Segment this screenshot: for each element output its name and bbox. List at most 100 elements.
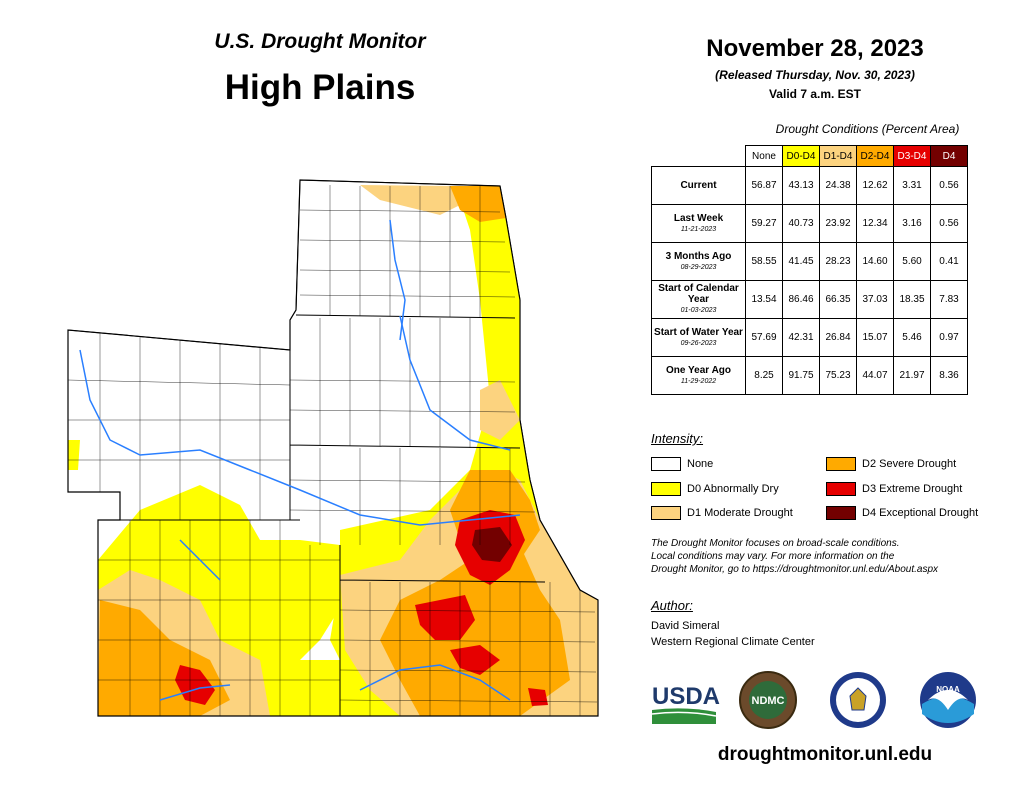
release-date: (Released Thursday, Nov. 30, 2023) <box>715 68 915 82</box>
table-cell: 0.56 <box>930 166 968 205</box>
row-label: Current <box>651 166 746 205</box>
legend-label: D0 Abnormally Dry <box>687 483 779 495</box>
note-line-2: Local conditions may vary. For more info… <box>651 551 895 562</box>
legend-label: D4 Exceptional Drought <box>862 507 979 519</box>
note-line-3: Drought Monitor, go to https://droughtmo… <box>651 564 939 575</box>
row-date: 01-03-2023 <box>680 307 717 314</box>
table-cell: 0.97 <box>930 318 968 357</box>
column-header-d2-d4: D2-D4 <box>856 145 894 167</box>
valid-time: Valid 7 a.m. EST <box>768 87 862 101</box>
table-cell: 8.25 <box>745 356 783 395</box>
table-row: Start of Calendar Year 01-03-2023 13.54 86.… <box>651 280 968 319</box>
table-row: One Year Ago 11-29-2022 8.25 91.75 75.23 44.0… <box>651 356 968 395</box>
row-label-text: Last Week <box>673 212 724 224</box>
table-caption: Drought Conditions (Percent Area) <box>775 122 960 136</box>
table-cell: 66.35 <box>819 280 857 319</box>
legend-item: D4 Exceptional Drought <box>826 505 978 521</box>
table-cell: 37.03 <box>856 280 894 319</box>
row-date: 11-21-2023 <box>680 225 717 233</box>
table-header-row: None D0-D4 D1-D4 D2-D4 D3-D4 D4 <box>652 145 968 167</box>
legend-item: D2 Severe Drought <box>826 456 956 472</box>
legend-swatch <box>826 482 856 497</box>
table-cell: 42.31 <box>782 318 820 357</box>
table-cell: 58.55 <box>745 242 783 281</box>
legend-item: D0 Abnormally Dry <box>651 481 779 497</box>
map-date: November 28, 2023 <box>706 35 924 62</box>
row-label-text: Start of Water Year <box>654 326 743 338</box>
table-cell: 40.73 <box>782 204 820 243</box>
table-cell: 13.54 <box>745 280 783 319</box>
table-cell: 15.07 <box>856 318 894 357</box>
table-cell: 21.97 <box>893 356 931 395</box>
table-row: Current 56.87 43.13 24.38 12.62 3.31 0.56 <box>651 166 968 205</box>
legend-swatch <box>651 457 681 472</box>
table-cell: 8.36 <box>930 356 968 395</box>
table-cell: 14.60 <box>856 242 894 281</box>
legend-swatch <box>651 482 681 497</box>
legend-label: D2 Severe Drought <box>862 458 957 470</box>
table-cell: 28.23 <box>819 242 857 281</box>
row-label: 3 Months Ago 08-29-2023 <box>651 242 746 281</box>
table-cell: 0.56 <box>930 204 968 243</box>
row-label-text: Start of Calendar Year <box>658 283 739 305</box>
note-line-1: The Drought Monitor focuses on broad-sca… <box>651 538 900 549</box>
row-date: 08-29-2023 <box>680 263 717 271</box>
usda-logo-text: USDA <box>652 683 720 710</box>
column-header-d0-d4: D0-D4 <box>782 145 820 167</box>
table-cell: 24.38 <box>819 166 857 205</box>
usda-logo-icon: USDA <box>651 683 720 724</box>
row-label-text: One Year Ago <box>665 364 732 376</box>
table-cell: 3.31 <box>893 166 931 205</box>
legend-label: D1 Moderate Drought <box>687 507 793 519</box>
legend-swatch <box>826 457 856 472</box>
author-block: David Simeral Western Regional Climate C… <box>651 618 815 650</box>
table-corner <box>652 146 746 167</box>
table-cell: 59.27 <box>745 204 783 243</box>
column-header-d3-d4: D3-D4 <box>893 145 931 167</box>
ndmc-logo-icon: NDMC <box>739 671 797 729</box>
table-cell: 56.87 <box>745 166 783 205</box>
legend-label: None <box>687 458 714 470</box>
table-row: Start of Water Year 09-26-2023 57.69 42.31 2… <box>651 318 968 357</box>
row-label: Start of Water Year 09-26-2023 <box>651 318 746 357</box>
table-row: Last Week 11-21-2023 59.27 40.73 23.92 12.34 3… <box>651 204 968 243</box>
legend-swatch <box>826 506 856 521</box>
commerce-seal-icon <box>830 672 886 728</box>
table-cell: 18.35 <box>893 280 931 319</box>
table-cell: 57.69 <box>745 318 783 357</box>
drought-conditions-table: None D0-D4 D1-D4 D2-D4 D3-D4 D4 Current 56.87 4… <box>651 145 968 395</box>
table-row: 3 Months Ago 08-29-2023 58.55 41.45 28.23 14.… <box>651 242 968 281</box>
table-cell: 44.07 <box>856 356 894 395</box>
ndmc-logo-text: NDMC <box>752 695 785 707</box>
region-title: High Plains <box>224 68 416 107</box>
legend-swatch <box>651 506 681 521</box>
table-cell: 23.92 <box>819 204 857 243</box>
legend-item: D3 Extreme Drought <box>826 481 962 497</box>
row-label-text: Current <box>680 180 717 191</box>
author-title: Author: <box>651 598 693 613</box>
footer-url[interactable]: droughtmonitor.unl.edu <box>717 744 933 765</box>
table-cell: 12.34 <box>856 204 894 243</box>
table-cell: 3.16 <box>893 204 931 243</box>
legend-item: None <box>651 456 713 472</box>
table-cell: 26.84 <box>819 318 857 357</box>
table-cell: 7.83 <box>930 280 968 319</box>
legend-label: D3 Extreme Drought <box>862 483 963 495</box>
table-cell: 43.13 <box>782 166 820 205</box>
legend-item: D1 Moderate Drought <box>651 505 793 521</box>
disclaimer-note: The Drought Monitor focuses on broad-sca… <box>651 537 1011 576</box>
row-label-text: 3 Months Ago <box>665 250 732 262</box>
table-cell: 41.45 <box>782 242 820 281</box>
table-cell: 12.62 <box>856 166 894 205</box>
table-cell: 5.60 <box>893 242 931 281</box>
row-label: One Year Ago 11-29-2022 <box>651 356 746 395</box>
author-name: David Simeral <box>651 620 720 632</box>
legend-title: Intensity: <box>651 431 704 446</box>
table-cell: 0.41 <box>930 242 968 281</box>
map-subtitle: U.S. Drought Monitor <box>214 30 426 53</box>
row-label: Start of Calendar Year 01-03-2023 <box>651 280 746 319</box>
column-header-d1-d4: D1-D4 <box>819 145 857 167</box>
row-date: 09-26-2023 <box>680 339 717 347</box>
row-date: 11-29-2022 <box>680 377 717 385</box>
row-label: Last Week 11-21-2023 <box>651 204 746 243</box>
